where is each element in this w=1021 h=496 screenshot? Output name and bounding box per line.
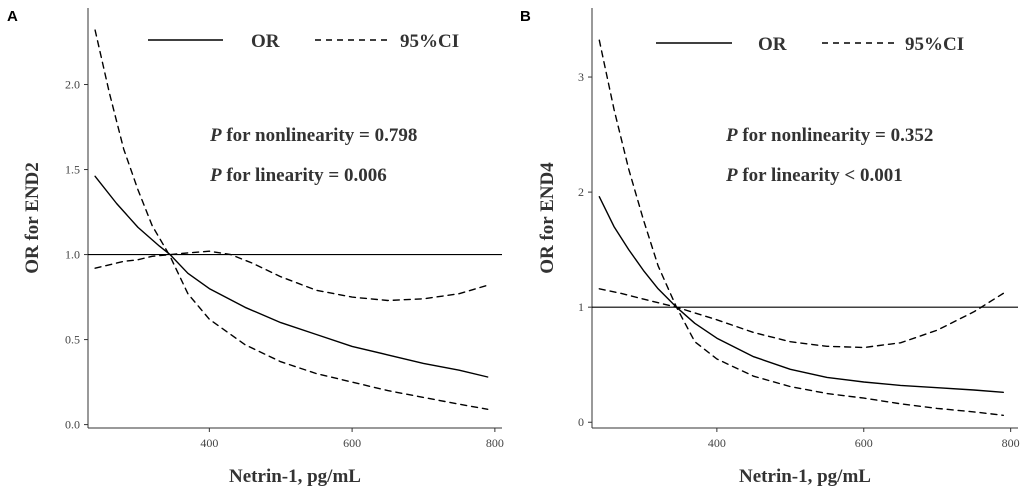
panel-b-y-tick-label: 2 — [578, 185, 584, 199]
panel-a-y-tick-label: 2.0 — [65, 78, 80, 92]
panel-b-x-tick-label: 400 — [708, 436, 726, 450]
panel-a-group: A 0.0 0.5 1.0 1.5 2.0 400 600 800 OR 95%CI P for no… — [7, 8, 504, 487]
panel-a-x-tick-label: 600 — [343, 436, 361, 450]
panel-b-legend-or-label: OR — [758, 34, 787, 55]
panel-b-x-axis-title: Netrin-1, pg/mL — [739, 466, 871, 487]
panel-b-x-tick-label: 800 — [1002, 436, 1020, 450]
panel-a-series-95ci-upper — [94, 250, 489, 302]
panel-a-p-value-annotation: P for linearity = 0.006 — [209, 165, 387, 186]
panel-b-series-95ci-lower — [598, 39, 1004, 416]
panel-b-letter: B — [520, 8, 531, 25]
panel-a-x-tick-label: 800 — [486, 436, 504, 450]
panel-b-p-value-annotation: P for nonlinearity = 0.352 — [725, 125, 933, 146]
panel-b-p-value-annotation: P for linearity < 0.001 — [725, 165, 903, 186]
panel-b-series-or — [598, 195, 1004, 393]
panel-a-series-95ci-lower — [94, 29, 489, 410]
panel-b-y-axis-title: OR for END4 — [537, 162, 558, 274]
panel-b-x-tick-label: 600 — [855, 436, 873, 450]
panel-a-letter: A — [7, 8, 18, 25]
panel-b-y-tick-label: 0 — [578, 415, 584, 429]
panel-a-y-tick-label: 0.0 — [65, 418, 80, 432]
panel-b-series-95ci-upper — [598, 288, 1004, 349]
panel-a-p-value-annotation: P for nonlinearity = 0.798 — [209, 125, 417, 146]
panel-b-legend-ci-label: 95%CI — [905, 34, 964, 55]
panel-a-y-tick-label: 0.5 — [65, 333, 80, 347]
panel-a-legend-ci-label: 95%CI — [400, 31, 459, 52]
panel-b-y-tick-label: 3 — [578, 70, 584, 84]
panel-b-y-tick-label: 1 — [578, 300, 584, 314]
panel-a-x-tick-label: 400 — [200, 436, 218, 450]
panel-a-legend-or-label: OR — [251, 31, 280, 52]
panel-a-y-axis-title: OR for END2 — [22, 162, 43, 274]
panel-a-y-tick-label: 1.5 — [65, 163, 80, 177]
panel-b-group: B 0 1 2 3 400 600 800 OR 95%CI P for nonlinearity … — [520, 8, 1020, 487]
panel-a-x-axis-title: Netrin-1, pg/mL — [229, 466, 361, 487]
panel-a-series-or — [94, 175, 489, 378]
panel-a-y-tick-label: 1.0 — [65, 248, 80, 262]
